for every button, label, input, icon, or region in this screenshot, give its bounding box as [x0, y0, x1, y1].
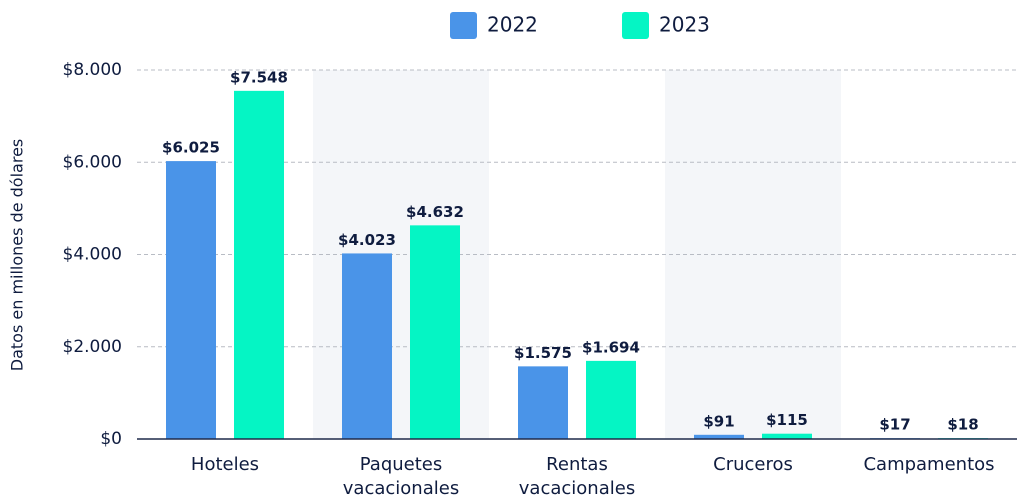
legend-label: 2022 [487, 13, 538, 37]
y-tick-label: $8.000 [63, 60, 122, 80]
data-label: $1.694 [582, 338, 640, 356]
bar [234, 90, 284, 439]
bar [166, 161, 216, 440]
bar [694, 434, 744, 439]
data-label: $115 [766, 411, 808, 429]
x-tick-label: Campamentos [863, 454, 995, 475]
bar [410, 225, 460, 439]
legend-label: 2023 [659, 13, 710, 37]
x-tick-label: Rentas vacacionales [518, 454, 636, 499]
y-axis-label: Datos en millones de dólares [8, 139, 27, 371]
bar [586, 360, 636, 439]
data-label: $18 [947, 416, 978, 434]
x-tick-label: Cruceros [713, 454, 793, 475]
bar [762, 433, 812, 439]
legend-swatch [622, 12, 649, 39]
data-label: $1.575 [514, 344, 572, 362]
y-tick-label: $0 [100, 429, 122, 449]
y-tick-label: $6.000 [63, 152, 122, 172]
data-label: $4.632 [406, 203, 464, 221]
data-label: $17 [879, 416, 910, 434]
data-label: $7.548 [230, 68, 288, 86]
data-label: $4.023 [338, 231, 396, 249]
bar [342, 253, 392, 439]
y-tick-label: $4.000 [63, 245, 122, 265]
bar [518, 366, 568, 439]
y-tick-label: $2.000 [63, 337, 122, 357]
legend-swatch [450, 12, 477, 39]
data-label: $91 [703, 412, 734, 430]
data-label: $6.025 [162, 139, 220, 157]
x-tick-label: Paquetes vacacionales [342, 454, 460, 499]
x-tick-label: Hoteles [190, 454, 260, 475]
